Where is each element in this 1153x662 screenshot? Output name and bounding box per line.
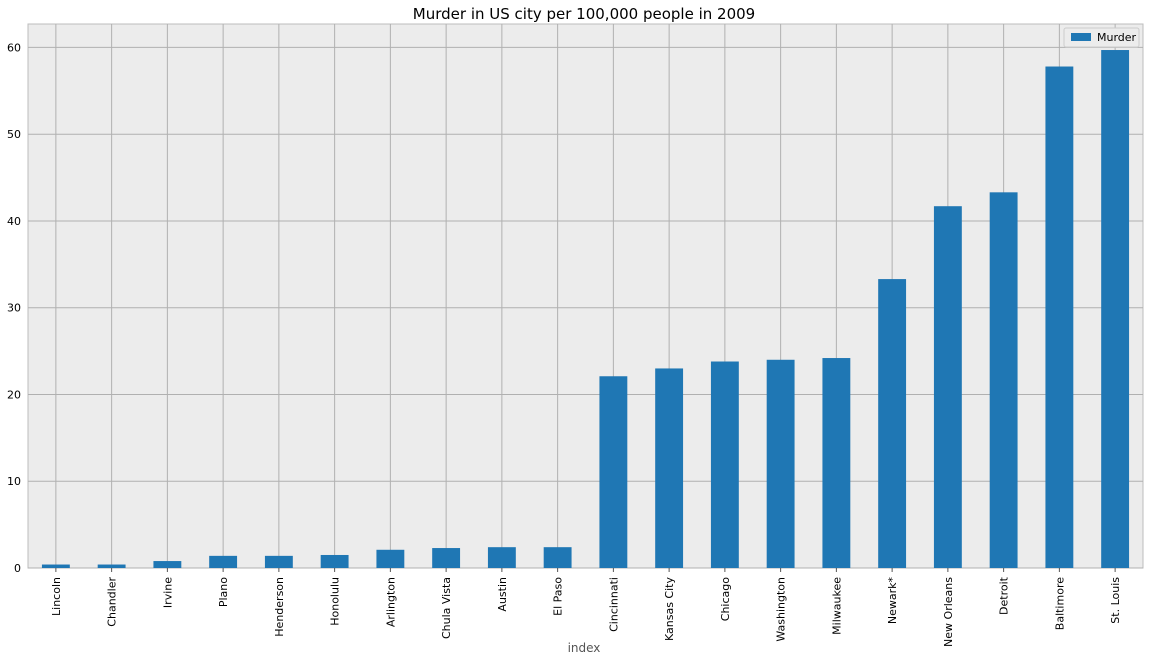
x-tick-label: Baltimore [1053,577,1066,630]
x-tick-label: Lincoln [50,577,63,616]
x-tick-label: Henderson [273,577,286,637]
y-axis-ticks: 0 10 20 30 40 50 60 [7,41,21,575]
x-axis-ticks: Lincoln Chandler Irvine Plano Henderson Honol… [50,568,1122,647]
x-tick-label: Chandler [106,577,119,627]
bar-chandler [97,564,126,568]
bar-milwaukee [822,358,851,568]
bar-baltimore [1045,66,1074,569]
bar-kansas-city [655,368,684,568]
bar-austin [487,547,516,568]
legend-label-murder: Murder [1097,31,1137,44]
x-tick-label: El Paso [552,577,565,616]
bar-chicago [710,361,739,568]
x-tick-label: New Orleans [942,577,955,647]
y-tick-label: 60 [7,41,21,54]
x-tick-label: Detroit [998,576,1011,615]
y-tick-label: 0 [14,562,21,575]
legend-swatch [1071,33,1091,41]
bar-el-paso [543,547,572,568]
chart-title: Murder in US city per 100,000 people in … [413,5,755,23]
x-tick-label: Newark* [886,577,899,625]
x-tick-label: Milwaukee [830,577,843,635]
bar-cincinnati [599,376,628,568]
bar-newark [878,279,907,568]
y-tick-label: 50 [7,128,21,141]
bar-chula-vista [432,548,461,568]
bar-new-orleans [933,206,962,568]
bar-washington [766,359,795,568]
x-tick-label: St. Louis [1109,577,1122,624]
y-tick-label: 30 [7,302,21,315]
x-tick-label: Honolulu [329,577,342,626]
bar-lincoln [41,564,70,568]
bar-arlington [376,549,405,568]
y-tick-label: 10 [7,475,21,488]
legend-box [1063,27,1140,48]
y-tick-label: 20 [7,388,21,401]
x-tick-label: Chicago [719,577,732,621]
bar-henderson [264,555,293,568]
bar-detroit [989,192,1018,569]
x-tick-label: Chula Vista [440,577,453,639]
x-tick-label: Plano [217,577,230,607]
bars [41,50,1130,569]
x-tick-label: Irvine [161,577,174,608]
x-tick-label: Austin [496,577,509,612]
x-tick-label: Kansas City [663,577,676,641]
x-tick-label: Arlington [384,577,397,627]
x-tick-label: Cincinnati [607,577,620,632]
bar-st-louis [1101,50,1130,569]
bar-irvine [153,561,182,568]
x-axis-title: index [568,641,601,655]
y-tick-label: 40 [7,215,21,228]
plot-area [27,23,1144,569]
legend: Murder [1063,27,1140,48]
x-tick-label: Washington [775,577,788,642]
bar-plano [209,555,238,568]
bar-honolulu [320,554,349,568]
